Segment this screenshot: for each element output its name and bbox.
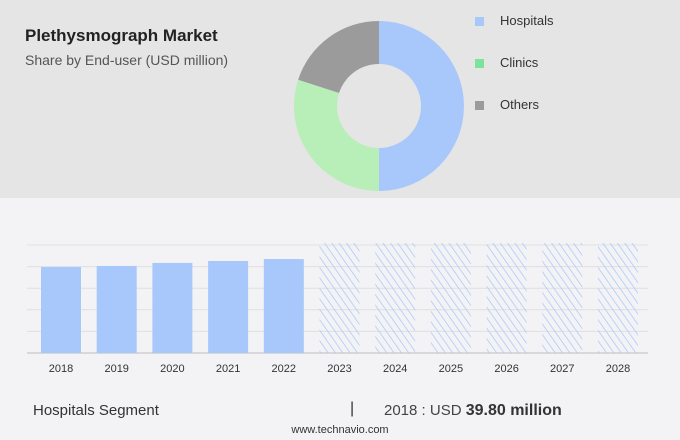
bar-2022 bbox=[263, 259, 304, 353]
bar-2018 bbox=[41, 267, 81, 353]
value-amount: 39.80 million bbox=[465, 402, 562, 419]
bar-2019 bbox=[96, 265, 137, 353]
legend-label: Others bbox=[500, 97, 540, 112]
legend-others: Others bbox=[475, 97, 539, 112]
x-tick-label: 2020 bbox=[160, 363, 184, 375]
forecast-bar-2025 bbox=[430, 243, 471, 353]
x-tick-label: 2026 bbox=[494, 363, 518, 375]
x-tick-label: 2019 bbox=[104, 363, 128, 375]
donut-slice-others bbox=[298, 21, 379, 94]
bar-2020 bbox=[152, 262, 193, 353]
x-tick-label: 2023 bbox=[327, 363, 351, 375]
donut-slice-clinics bbox=[294, 79, 379, 191]
source-url: www.technavio.com bbox=[291, 424, 389, 436]
legend-label: Hospitals bbox=[500, 13, 554, 28]
x-tick-label: 2018 bbox=[49, 363, 73, 375]
legend-clinics: Clinics bbox=[475, 55, 538, 70]
forecast-bar-2027 bbox=[542, 243, 583, 353]
forecast-bar-2026 bbox=[486, 243, 527, 353]
donut-slice-hospitals bbox=[379, 21, 464, 191]
x-tick-label: 2025 bbox=[439, 363, 463, 375]
forecast-bar-2024 bbox=[375, 243, 416, 353]
chart-title: Plethysmograph Market bbox=[25, 26, 218, 45]
chart-subtitle: Share by End-user (USD million) bbox=[25, 52, 229, 68]
legend-swatch bbox=[475, 59, 484, 69]
separator: | bbox=[350, 400, 355, 417]
x-tick-label: 2027 bbox=[550, 363, 574, 375]
x-tick-label: 2022 bbox=[272, 363, 296, 375]
legend-swatch bbox=[475, 101, 484, 111]
legend-swatch bbox=[475, 17, 484, 27]
value-year: 2018 : USD bbox=[384, 402, 462, 419]
forecast-bar-2023 bbox=[319, 243, 360, 353]
x-tick-label: 2028 bbox=[606, 363, 630, 375]
legend-label: Clinics bbox=[500, 55, 539, 70]
bar-2021 bbox=[208, 260, 249, 353]
segment-value: 2018 : USD 39.80 million bbox=[384, 402, 562, 420]
legend-hospitals: Hospitals bbox=[475, 13, 553, 28]
x-tick-label: 2024 bbox=[383, 363, 407, 375]
segment-label: Hospitals Segment bbox=[33, 402, 159, 419]
forecast-bar-2028 bbox=[598, 243, 638, 353]
x-tick-label: 2021 bbox=[216, 363, 240, 375]
